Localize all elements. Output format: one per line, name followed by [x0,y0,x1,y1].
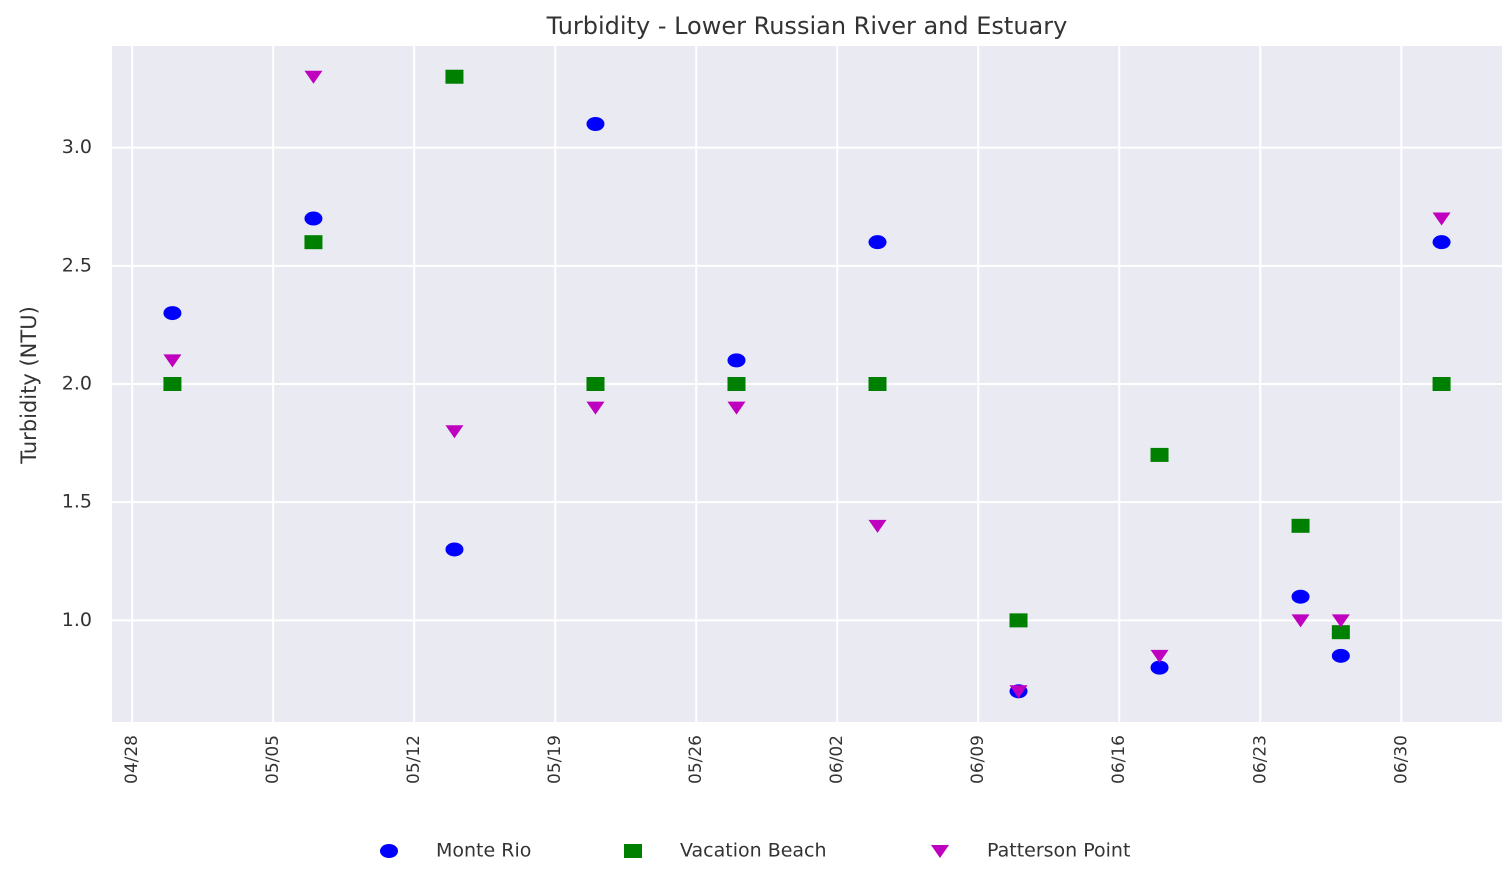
x-tick-label: 05/26 [686,735,706,784]
x-tick-label: 06/16 [1109,735,1129,784]
data-point [868,235,887,250]
data-point [1150,447,1169,462]
data-point [727,377,746,391]
legend-marker [931,845,949,858]
data-point [163,377,182,391]
data-point [304,70,323,84]
data-point [1331,614,1350,628]
data-point [727,353,746,368]
data-point [163,306,182,321]
data-point [1009,613,1028,628]
data-point [1150,660,1169,675]
data-point [1150,649,1169,663]
data-point [1432,235,1451,250]
x-tick-label: 04/28 [122,735,142,784]
data-point [1291,614,1310,628]
legend-marker [380,844,398,858]
chart-title: Turbidity - Lower Russian River and Estu… [546,12,1068,40]
y-tick-label: 1.0 [62,609,92,631]
data-point [1432,212,1451,226]
data-point [1432,377,1451,391]
y-axis-label: Turbidity (NTU) [17,306,41,465]
legend-label: Monte Rio [436,840,531,862]
data-point [727,401,746,415]
data-point [1291,589,1310,604]
data-point [868,377,887,391]
x-tick-label: 05/19 [545,735,565,784]
x-tick-label: 06/09 [968,735,988,784]
data-point [586,401,605,415]
data-point [586,377,605,391]
y-tick-label: 2.5 [62,254,92,276]
legend-label: Patterson Point [987,840,1130,862]
x-tick-label: 06/02 [827,735,847,784]
data-point [868,519,887,533]
data-point [1009,685,1028,699]
data-point [304,235,323,250]
data-point [445,425,464,439]
x-tick-label: 06/23 [1250,735,1270,784]
data-point [445,69,464,84]
y-tick-label: 1.5 [62,491,92,513]
data-point [1291,518,1310,533]
x-tick-label: 05/12 [404,735,424,784]
data-point [1331,648,1350,663]
data-point [304,211,323,226]
data-point [163,354,182,368]
data-point [586,117,605,131]
x-tick-label: 05/05 [263,735,283,784]
y-tick-label: 3.0 [62,136,92,158]
legend-label: Vacation Beach [680,840,827,862]
y-tick-label: 2.0 [62,373,92,395]
data-point [1331,625,1350,640]
x-tick-label: 06/30 [1391,735,1411,784]
legend-marker [624,844,642,858]
data-point [445,542,464,557]
